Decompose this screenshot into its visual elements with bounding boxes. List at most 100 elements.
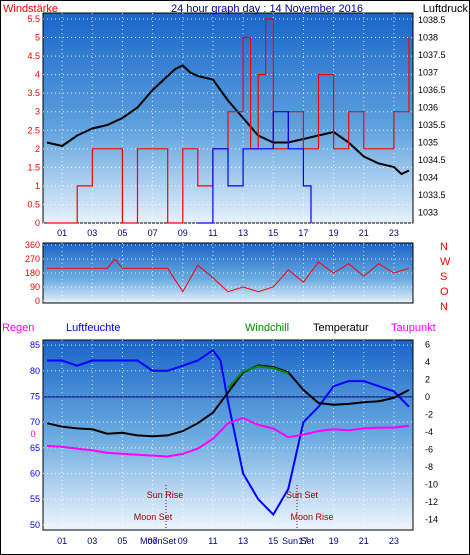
legend-regen: Regen [2,322,34,334]
panel3-right-tick-label: -8 [425,462,433,472]
panel3-right-tick-label: -14 [425,514,438,524]
panel1-series-luftdruck [46,64,410,176]
legend-windchill: Windchill [245,322,289,334]
panel1-left-tick-label: 1.5 [27,162,40,172]
panel1-x-tick-label: 17 [298,228,308,238]
panel1-right-tick-label: 1035.5 [418,120,446,130]
panel2-series-windrichtung [47,258,410,293]
panel3-annotation: Sun Set [286,490,319,500]
panel3-series-taupunkt [46,416,410,458]
panel2-tick-label: 0 [35,296,40,306]
panel3-x-tick-label: 11 [208,536,217,546]
panel3-x-tick-label: 19 [329,536,339,546]
panel1-x-tick-label: 11 [208,228,217,238]
panel1-x-tick-label: 03 [87,228,97,238]
panel1-right-tick-label: 1034.5 [418,155,446,165]
panel3-right-tick-label: 6 [425,339,430,349]
panel3-series-temperatur [46,364,410,438]
panel3-left-tick-label: 60 [30,469,40,479]
panel2-direction-label: W [440,256,451,268]
panel1-right-tick-label: 1035 [418,138,438,148]
panel1-left-tick-label: 1 [35,181,40,191]
panel3-annotation: Moon Rise [290,512,333,522]
panel2-tick-label: 360 [25,240,40,250]
panel3-left-tick-label: 80 [30,366,40,376]
panel3-left-ticks: 85 80 75 70 65 60 55 50 [30,340,40,530]
panel1-x-tick-label: 05 [117,228,127,238]
panel3-plot-area [42,339,414,531]
panel1-x-tick-label: 15 [268,228,278,238]
panel1-x-tick-label: 07 [148,228,158,238]
panel1-left-axis-label: Windstärke [3,3,58,15]
panel2-tick-label: 180 [25,268,40,278]
panel1-left-tick-label: 5.5 [27,14,40,24]
panel1-right-tick-label: 1036.5 [418,85,446,95]
panel1-x-tick-label: 13 [238,228,248,238]
panel1-left-tick-label: 4.5 [27,51,40,61]
panel1-left-ticks: 0 0.5 1 1.5 2 2.5 3 3.5 4 4.5 5 5.5 [27,14,40,228]
panel1-left-tick-label: 0 [35,218,40,228]
panel1-left-tick-label: 0.5 [27,199,40,209]
panel1-left-tick-label: 4 [35,70,40,80]
panel2-series [47,258,410,293]
panel3-series [46,348,410,517]
panel3-left-tick-label: 50 [30,520,40,530]
legend-taupunkt: Taupunkt [391,322,436,334]
panel1-left-tick-label: 3 [35,107,40,117]
panel3-annotation: MoonSet [140,536,177,546]
panel3-right-tick-label: 4 [425,357,430,367]
panel3-right-tick-label: -10 [425,479,438,489]
panel1-right-tick-label: 1038.5 [418,15,446,25]
panel2-tick-label: 90 [30,282,40,292]
panel1-left-tick-label: 2 [35,144,40,154]
panel2-direction-label: O [440,286,449,298]
panel1-right-tick-label: 1033.5 [418,190,446,200]
panel3-annotations: Sun Rise Moon Set Sun Set Moon Rise MoonSet S… [134,485,334,546]
panel1-right-tick-label: 1034 [418,173,438,183]
panel1-left-tick-label: 3.5 [27,88,40,98]
panel1-x-ticks: 01 03 05 07 09 11 13 15 17 19 21 23 [57,228,399,238]
panel1-x-tick-label: 23 [389,228,399,238]
panel3-series-windchill [227,365,289,389]
panel1-x-tick-label: 19 [329,228,339,238]
panel3-x-tick-label: 05 [117,536,127,546]
panel3-x-tick-label: 01 [57,536,67,546]
panel3-left-tick-label: 65 [30,443,40,453]
panel1-series-boeen [197,111,312,224]
panel3-annotation: Moon Set [134,512,173,522]
panel1-right-tick-label: 1033 [418,208,438,218]
panel2-direction-label: N [440,241,448,253]
panel1-left-tick-label: 5 [35,33,40,43]
panel3-x-tick-label: 17 [298,536,308,546]
panel3-x-tick-label: 09 [178,536,188,546]
panel3-right-tick-label: -4 [425,427,433,437]
panel1-x-tick-label: 01 [57,228,67,238]
panel3-right-ticks: 6 4 2 0 -2 -4 -6 -8 -10 -12 -14 [425,339,438,524]
panel3-x-tick-label: 13 [238,536,248,546]
panel3-x-tick-label: 23 [389,536,399,546]
panel3-right-tick-label: 2 [425,374,430,384]
panel3-right-tick-label: -2 [425,409,433,419]
panel3-x-tick-label: 21 [359,536,369,546]
panel2-tick-label: 270 [25,254,40,264]
panel3-right-tick-label: 0 [425,392,430,402]
panel3-left-tick-label: 85 [30,340,40,350]
panel1-right-axis-label: Luftdruck [423,3,469,15]
panel3-annotation: Sun Set [282,536,315,546]
panel3-series-luftfeuchte [47,348,410,517]
panel3-left-tick-label: 70 [30,417,40,427]
panel2-direction-label: S [440,271,447,283]
panel1-right-tick-label: 1036 [418,103,438,113]
panel1-right-tick-label: 1037.5 [418,50,446,60]
panel3-right-tick-label: -12 [425,497,438,507]
panel3-annotation: Sun Rise [147,490,184,500]
panel1-right-ticks: 1033 1033.5 1034 1034.5 1035 1035.5 1036 1036.5… [418,15,446,218]
panel3-left-tick-label: 55 [30,494,40,504]
panel3-x-ticks: 01 03 05 07 09 11 13 15 17 19 21 23 [57,536,399,546]
panel1-x-tick-label: 09 [178,228,188,238]
panel1-right-tick-label: 1038 [418,33,438,43]
panel1-x-tick-label: 21 [359,228,369,238]
panel3-left-tick-label: 75 [30,391,40,401]
